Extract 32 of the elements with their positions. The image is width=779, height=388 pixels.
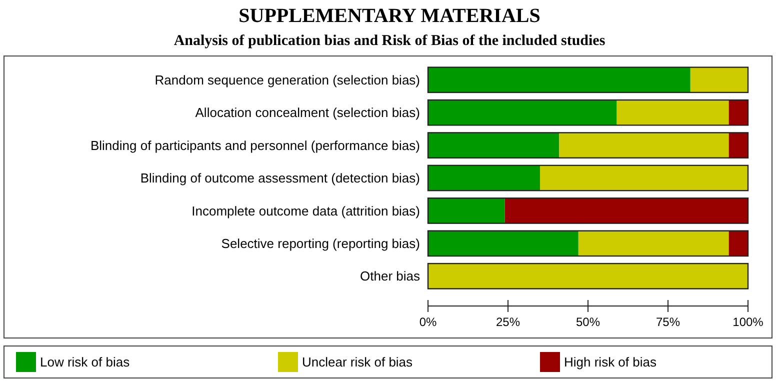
y-tick-label: Other bias <box>360 268 420 284</box>
legend-label: Low risk of bias <box>40 354 130 370</box>
bar <box>690 67 748 92</box>
y-tick-label: Selective reporting (reporting bias) <box>221 236 420 251</box>
bar <box>428 132 560 158</box>
y-tick-label: Random sequence generation (selection bias) <box>154 72 420 88</box>
x-tick-label: 100% <box>732 315 764 329</box>
x-tick-label: 75% <box>656 315 680 329</box>
chart-title: SUPPLEMENTARY MATERIALS <box>238 5 540 27</box>
y-tick-label: Blinding of participants and personnel (performance bias) <box>90 138 420 153</box>
bar <box>728 100 748 126</box>
bar <box>540 165 748 191</box>
bar <box>578 230 729 256</box>
bar <box>428 230 578 256</box>
chart-subtitle: Analysis of publication bias and Risk of Bias of the included studies <box>174 33 606 49</box>
y-tick-label: Allocation concealment (selection bias) <box>195 105 420 120</box>
legend-label: Unclear risk of bias <box>302 354 414 370</box>
bar <box>616 100 729 126</box>
bar <box>728 132 748 158</box>
x-tick-label: 0% <box>419 315 437 329</box>
x-tick-label: 25% <box>496 315 520 329</box>
bar <box>428 165 540 191</box>
y-tick-label: Incomplete outcome data (attrition bias) <box>192 203 420 218</box>
bar <box>428 67 690 92</box>
bar <box>504 198 748 224</box>
bar <box>428 100 617 126</box>
bar <box>428 198 505 224</box>
y-tick-label: Blinding of outcome assessment (detection bias) <box>140 170 420 186</box>
legend-label: High risk of bias <box>564 354 657 370</box>
bar <box>559 132 729 158</box>
x-tick-label: 50% <box>576 315 600 329</box>
bar <box>728 230 748 256</box>
